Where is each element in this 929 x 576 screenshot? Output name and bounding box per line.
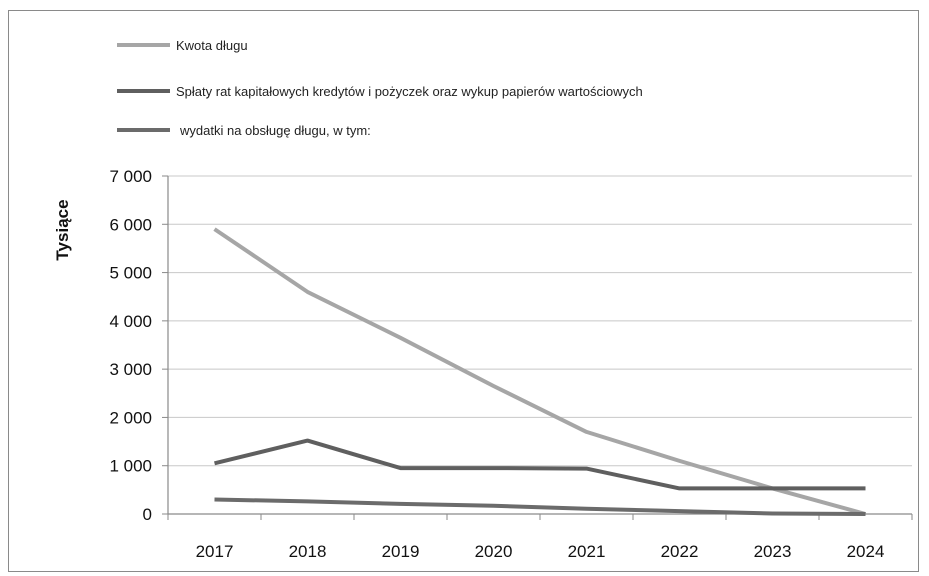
y-tick-label: 2 000 <box>109 408 152 427</box>
y-tick-label: 5 000 <box>109 264 152 283</box>
legend-label-1: Kwota długu <box>176 38 248 53</box>
x-tick-labels: 2017 2018 2019 2020 2021 2022 2023 2024 <box>196 542 885 561</box>
x-tick-label: 2020 <box>475 542 513 561</box>
x-tick-label: 2018 <box>289 542 327 561</box>
series-line-2 <box>214 438 866 491</box>
y-tick-label: 3 000 <box>109 360 152 379</box>
y-tick-label: 1 000 <box>109 457 152 476</box>
x-tick-label: 2023 <box>754 542 792 561</box>
legend-label-2: Spłaty rat kapitałowych kredytów i pożyc… <box>176 84 643 99</box>
y-tick-label: 4 000 <box>109 312 152 331</box>
y-tick-label: 0 <box>143 505 152 524</box>
y-tick-labels: 0 1 000 2 000 3 000 4 000 5 000 6 000 7 000 <box>109 167 152 524</box>
y-tick-label: 6 000 <box>109 215 152 234</box>
legend: Kwota długu Spłaty rat kapitałowych kredy… <box>117 38 643 138</box>
legend-label-3: wydatki na obsługę długu, w tym: <box>179 123 371 138</box>
x-tick-label: 2017 <box>196 542 234 561</box>
gridlines <box>162 175 912 515</box>
y-tick-label: 7 000 <box>109 167 152 186</box>
x-tick-label: 2021 <box>568 542 606 561</box>
series-lines <box>213 227 867 516</box>
series-line-3 <box>214 497 866 516</box>
x-tick-label: 2024 <box>847 542 885 561</box>
y-axis-label: Tysiące <box>53 199 72 260</box>
x-tick-label: 2022 <box>661 542 699 561</box>
x-tick-label: 2019 <box>382 542 420 561</box>
series-line-1 <box>213 227 867 516</box>
chart-frame <box>8 10 919 572</box>
